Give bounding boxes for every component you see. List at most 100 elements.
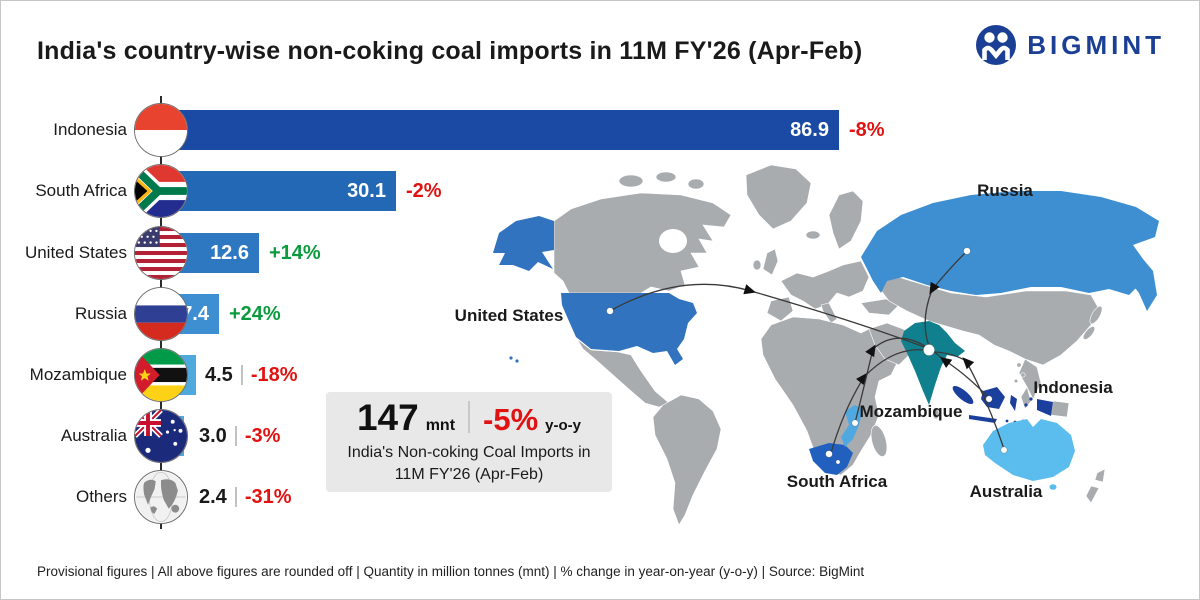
bar-annotations: +14% bbox=[269, 233, 321, 273]
map-iberia bbox=[766, 296, 794, 322]
import-bar: 30.1 bbox=[161, 171, 396, 211]
total-imports-unit: mnt bbox=[425, 416, 456, 434]
summary-box: 147 mnt -5% y-o-y India's Non-coking Coa… bbox=[326, 392, 612, 492]
summary-divider bbox=[468, 401, 471, 434]
map-ireland bbox=[752, 259, 762, 271]
bar-annotations: +24% bbox=[229, 294, 281, 334]
bar-value: 86.9 bbox=[790, 118, 829, 141]
map-label-united-states: United States bbox=[455, 306, 564, 325]
bar-row: Russia 7.4 +24% bbox=[1, 287, 1199, 341]
map-italy bbox=[820, 302, 838, 324]
dot-lesotho bbox=[835, 459, 841, 465]
yoy-change: -8% bbox=[849, 118, 885, 141]
bar-annotations: 4.5 -18% bbox=[205, 355, 298, 395]
total-imports-value: 147 bbox=[356, 396, 419, 438]
bar-row: United States 12.6 +14% bbox=[1, 226, 1199, 280]
bar-row: Indonesia 86.9 -8% bbox=[1, 103, 1199, 157]
yoy-change: -2% bbox=[406, 179, 442, 202]
bar-value: 7.4 bbox=[181, 302, 209, 325]
australia-flag-icon bbox=[134, 409, 188, 463]
dot-russia bbox=[963, 247, 971, 255]
map-hudson-bay bbox=[659, 229, 687, 253]
summary-caption-line2: 11M FY'26 (Apr-Feb) bbox=[394, 465, 544, 483]
yoy-change: +14% bbox=[269, 241, 321, 264]
map-label-australia: Australia bbox=[970, 482, 1043, 501]
map-turkey bbox=[860, 298, 900, 316]
bar-annotations: -2% bbox=[406, 171, 442, 211]
map-label-mozambique: Mozambique bbox=[860, 402, 963, 421]
yoy-change: +24% bbox=[229, 302, 281, 325]
map-label-indonesia: Indonesia bbox=[1033, 378, 1113, 397]
map-new-zealand bbox=[1085, 468, 1106, 504]
map-japan-north bbox=[1089, 305, 1103, 325]
value-divider bbox=[240, 365, 243, 385]
trade-arrows bbox=[609, 250, 1005, 454]
dot-australia bbox=[1000, 446, 1008, 454]
map-malay-peninsula bbox=[1020, 386, 1032, 410]
yoy-change: -18% bbox=[250, 363, 298, 386]
yoy-change: -3% bbox=[244, 424, 281, 447]
dot-indonesia bbox=[985, 395, 993, 403]
yoy-change: -31% bbox=[244, 485, 292, 508]
country-label: South Africa bbox=[35, 181, 127, 200]
map-indochina bbox=[1018, 358, 1042, 400]
arrow-australia-india bbox=[934, 351, 1005, 450]
import-bar: 86.9 bbox=[161, 110, 839, 150]
mozambique-flag-icon bbox=[134, 348, 188, 402]
bar-annotations: 2.4 -31% bbox=[199, 477, 292, 517]
arrow-us-india bbox=[609, 283, 928, 349]
bar-row: Mozambique 4.5 -18% bbox=[1, 348, 1199, 402]
united-states-flag-icon bbox=[134, 226, 188, 280]
map-label-russia: Russia bbox=[977, 181, 1033, 200]
value-divider bbox=[234, 426, 237, 446]
map-uk bbox=[762, 248, 779, 276]
arrow-south-africa-india bbox=[830, 349, 925, 454]
map-europe bbox=[780, 260, 870, 310]
map-russia bbox=[861, 191, 1159, 311]
bar-row: Others 2.4 -31% bbox=[1, 470, 1199, 524]
map-canada bbox=[553, 192, 732, 294]
dot-united-states bbox=[606, 307, 614, 315]
indonesia-flag-icon bbox=[134, 103, 188, 157]
country-label: Indonesia bbox=[53, 120, 127, 139]
bar-annotations: -8% bbox=[849, 110, 885, 150]
map-africa bbox=[760, 316, 898, 476]
map-iceland bbox=[805, 230, 821, 240]
map-greenland bbox=[745, 164, 812, 230]
map-label-south-africa: South Africa bbox=[787, 472, 888, 491]
country-label: Mozambique bbox=[29, 365, 127, 384]
bar-row: Australia 3.0 -3% bbox=[1, 409, 1199, 463]
country-label: Australia bbox=[60, 426, 127, 445]
bar-row: South Africa 30.1 -2% bbox=[1, 164, 1199, 218]
map-land bbox=[553, 164, 1106, 526]
map-scandinavia bbox=[828, 190, 864, 250]
dot-mozambique bbox=[851, 419, 859, 427]
value-divider bbox=[234, 487, 237, 507]
dot-india bbox=[923, 344, 935, 356]
bigmint-logo-icon bbox=[976, 25, 1017, 65]
footnote: Provisional figures | All above figures … bbox=[37, 564, 865, 579]
brand-name: BIGMINT bbox=[1027, 29, 1165, 60]
map-new-guinea-east bbox=[1050, 400, 1070, 418]
country-label: United States bbox=[24, 243, 127, 262]
total-yoy-change: -5% bbox=[483, 401, 539, 437]
arrow-russia-india bbox=[924, 250, 968, 347]
map-indonesia bbox=[952, 385, 1053, 424]
arrow-mozambique-india bbox=[854, 337, 926, 424]
russia-flag-icon bbox=[134, 287, 188, 341]
dot-south-africa bbox=[825, 450, 833, 458]
page-title: India's country-wise non-coking coal imp… bbox=[37, 37, 863, 65]
map-south-africa bbox=[809, 443, 853, 475]
south-africa-flag-icon bbox=[134, 164, 188, 218]
bar-value: 30.1 bbox=[347, 179, 386, 202]
world-map: United States Russia Mozambique South Af… bbox=[455, 164, 1159, 526]
map-dots bbox=[606, 247, 1008, 465]
map-madagascar bbox=[870, 425, 888, 457]
map-united-states bbox=[493, 216, 697, 365]
map-sri-lanka bbox=[932, 408, 940, 420]
map-australia bbox=[983, 419, 1075, 490]
globe-flag-icon bbox=[134, 470, 188, 524]
bar-value: 3.0 bbox=[199, 424, 227, 447]
bar-annotations: 3.0 -3% bbox=[199, 416, 280, 456]
